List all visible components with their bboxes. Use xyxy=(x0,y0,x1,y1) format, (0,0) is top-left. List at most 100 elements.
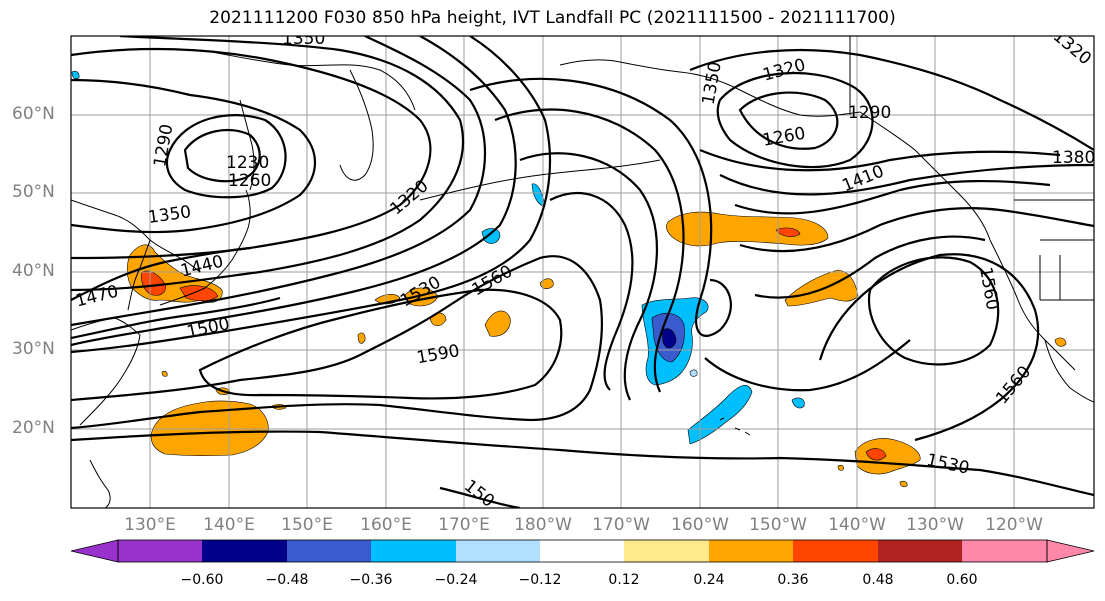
contour-1560-w xyxy=(71,255,604,430)
colorbar-tick: −0.12 xyxy=(518,572,562,588)
coast-bc xyxy=(859,111,991,241)
coast-us-states xyxy=(1039,239,1094,301)
contour-1350-e xyxy=(699,148,1061,172)
contour-trough-3 xyxy=(469,77,732,337)
shade-japan-east xyxy=(179,285,219,302)
contour-left-1470 xyxy=(71,246,251,301)
contour-label: 1320 xyxy=(761,55,808,86)
colorbar-tick: 0.60 xyxy=(946,572,978,588)
lon-label-140w: 140°W xyxy=(828,515,886,535)
lat-label-30n: 30°N xyxy=(12,339,55,359)
lon-label-160w: 160°W xyxy=(671,515,729,535)
contour-left-1500 xyxy=(71,296,281,340)
shade-neg-dark xyxy=(661,328,677,349)
lon-label-170e: 170°E xyxy=(438,515,490,535)
coast-hawaii xyxy=(719,417,751,436)
shade-neg-small5 xyxy=(689,369,698,377)
shade-small-w1 xyxy=(161,370,168,377)
colorbar-tick: −0.60 xyxy=(180,572,224,588)
coast-canada-border xyxy=(849,36,1094,201)
contour-low-e-1260 xyxy=(738,91,839,150)
contour-label: 1230 xyxy=(226,153,269,173)
coast-kamchatka xyxy=(339,69,374,181)
contour-1320-e xyxy=(689,48,1094,151)
colorbar-tick: −0.36 xyxy=(349,572,393,588)
lon-label-130w: 130°W xyxy=(906,515,964,535)
contour-label: 1260 xyxy=(228,171,271,191)
shade-midpac-6 xyxy=(357,332,366,344)
coast-aleutians xyxy=(419,159,661,201)
contour-1230-low-w xyxy=(183,128,261,183)
contour-1260-low-w xyxy=(165,113,287,199)
contour-1350-w xyxy=(71,36,465,292)
shade-neg-small4 xyxy=(71,70,80,80)
contour-label: 1350 xyxy=(282,29,325,49)
shade-goa-core xyxy=(775,227,801,237)
contour-1560-east-outer xyxy=(818,253,1040,442)
graticule xyxy=(71,36,1094,508)
colorbar-segment xyxy=(793,540,878,562)
contour-label: 1320 xyxy=(386,176,432,219)
map-frame xyxy=(70,35,1095,509)
coast-philippines xyxy=(89,459,111,508)
contour-label: 1590 xyxy=(415,341,461,368)
contour-1410-e xyxy=(734,179,1051,215)
lon-label-120w: 120°W xyxy=(985,515,1043,535)
lon-label-150w: 150°W xyxy=(749,515,807,535)
contour-bottom-150 xyxy=(439,486,521,508)
height-contours xyxy=(71,36,1094,508)
colorbar-segment xyxy=(287,540,371,562)
lat-label-40n: 40°N xyxy=(12,261,55,281)
contour-1440-e xyxy=(739,207,1094,253)
coast-siberia xyxy=(199,49,416,111)
coastlines xyxy=(71,36,1094,508)
lon-label-130e: 130°E xyxy=(124,515,176,535)
colorbar-segment xyxy=(371,540,456,562)
coast-alaska xyxy=(559,59,861,117)
contour-1470-e xyxy=(754,235,986,299)
coast-sakhalin xyxy=(239,99,255,191)
contour-label: 1560 xyxy=(469,261,516,300)
colorbar-tick: −0.48 xyxy=(265,572,309,588)
colorbar-segment xyxy=(456,540,540,562)
contour-1380-w xyxy=(71,36,487,327)
contour-label: 1290 xyxy=(848,103,891,123)
contour-label: 1530 xyxy=(925,450,971,479)
shade-baja xyxy=(1054,337,1067,347)
colorbar-tick: 0.36 xyxy=(777,572,809,588)
lon-label-160e: 160°E xyxy=(360,515,412,535)
contour-label: 1260 xyxy=(761,124,807,151)
lon-label-150e: 150°E xyxy=(281,515,333,535)
contour-low-e-1290 xyxy=(716,71,874,169)
colorbar-segment xyxy=(962,540,1047,562)
contour-trough-1 xyxy=(519,152,658,401)
contour-label: 150 xyxy=(460,476,498,512)
colorbar-segment xyxy=(878,540,962,562)
shade-nepac xyxy=(784,269,859,307)
contour-label: 1290 xyxy=(150,123,177,169)
contour-label-layer: 1350 1290 1230 1260 1350 1320 1440 1470 … xyxy=(74,26,1095,512)
shade-midpac-5 xyxy=(539,278,554,289)
coast-baja xyxy=(1044,339,1094,403)
colorbar-segment xyxy=(118,540,202,562)
contour-1530-east xyxy=(704,339,911,392)
shade-small-e1 xyxy=(899,480,908,488)
contour-label: 1470 xyxy=(74,282,121,312)
lon-label-180w: 180°W xyxy=(514,515,572,535)
lat-label-60n: 60°N xyxy=(12,104,55,124)
contour-label: 1380 xyxy=(1052,148,1095,168)
shade-hawaii-core xyxy=(865,448,887,461)
ivt-positive-shading xyxy=(126,211,1067,488)
colorbar-tick: 0.24 xyxy=(693,572,725,588)
lat-label-50n: 50°N xyxy=(12,182,55,202)
colorbar-extend-high xyxy=(1046,539,1095,563)
contour-label: 1320 xyxy=(1049,26,1095,69)
lat-label-20n: 20°N xyxy=(12,418,55,438)
contour-1380-e xyxy=(719,163,1094,196)
contour-1290-w xyxy=(71,78,317,234)
colorbar-tick: 0.48 xyxy=(862,572,894,588)
shade-midpac-4 xyxy=(484,310,511,337)
contour-1440-w xyxy=(71,36,552,354)
contour-trough-2 xyxy=(494,108,685,393)
